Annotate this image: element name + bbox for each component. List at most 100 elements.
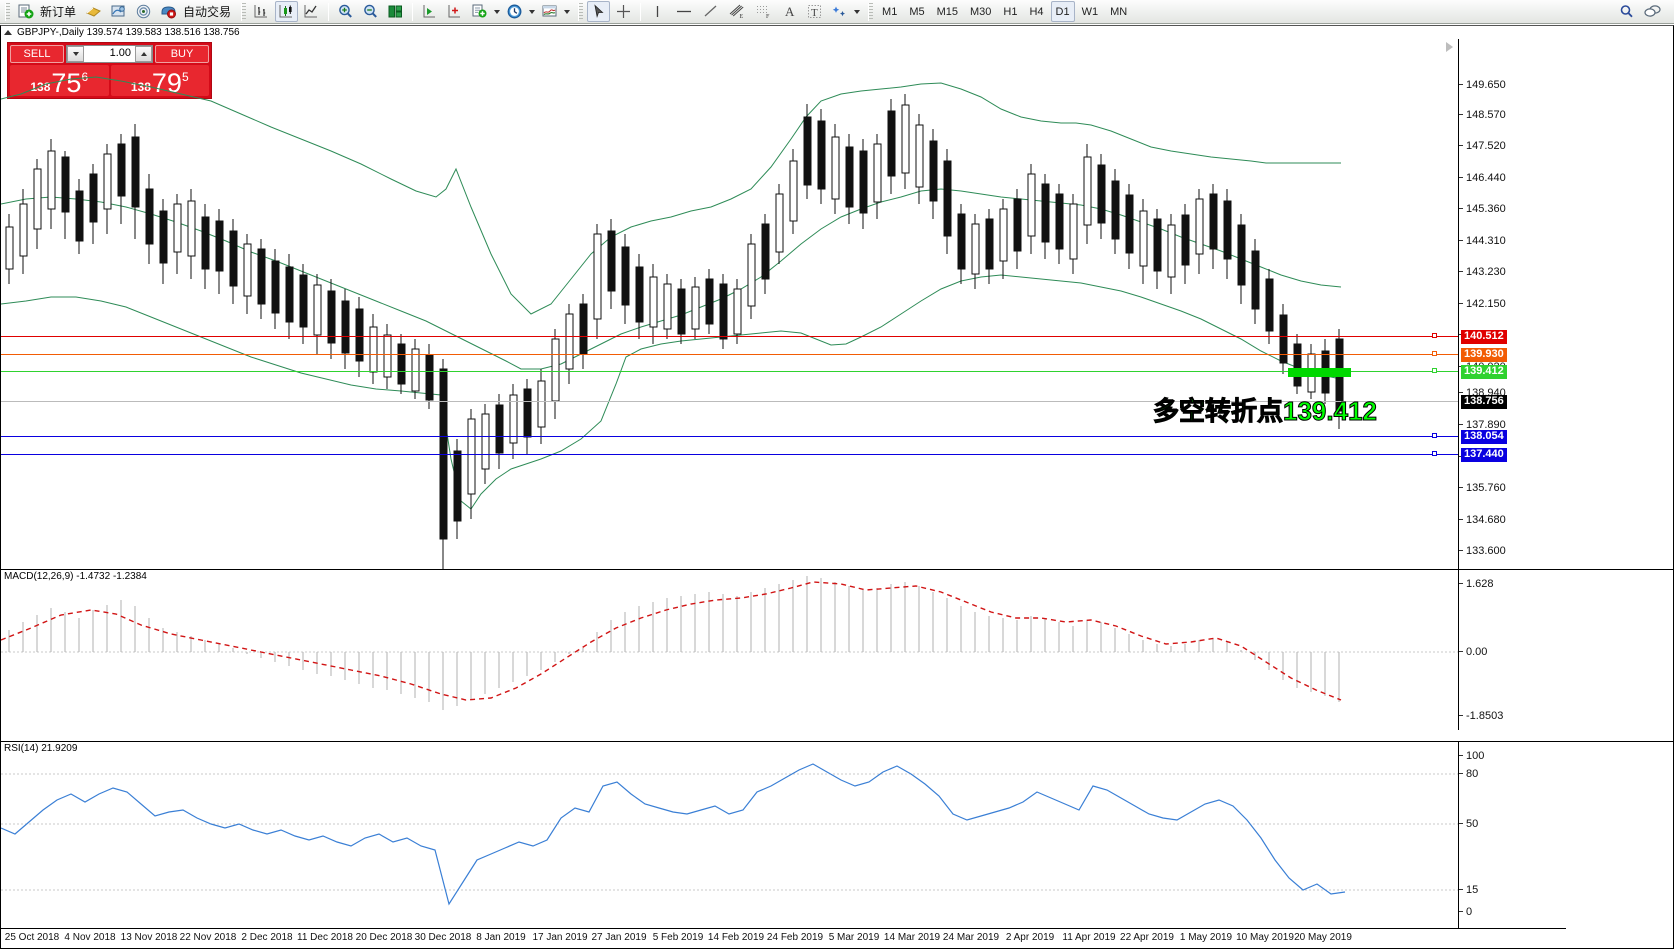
rsi-line xyxy=(1,763,1346,906)
upper-level-tag[interactable]: 139.930 xyxy=(1461,348,1507,362)
toolbar-grip-2[interactable] xyxy=(241,2,247,21)
pivot-level-tag[interactable]: 139.412 xyxy=(1461,365,1507,379)
text-label-button[interactable]: A xyxy=(778,1,801,22)
price-tick: 135.760 xyxy=(1459,482,1506,494)
objects-icon xyxy=(832,6,846,17)
chart-window[interactable]: GBPJPY-,Daily 139.574 139.583 138.516 13… xyxy=(0,25,1674,949)
price-axis[interactable]: 149.650 148.570 147.520 146.440 145.360 … xyxy=(1458,39,1566,569)
support-level-handle[interactable] xyxy=(1432,433,1437,438)
svg-text:F: F xyxy=(766,14,770,20)
cursor-button[interactable] xyxy=(587,1,611,22)
timeframe-d1[interactable]: D1 xyxy=(1050,1,1075,22)
zoom-in-button[interactable] xyxy=(334,1,357,22)
volume-stepper[interactable]: 1.00 xyxy=(66,45,153,63)
volume-decrease-button[interactable] xyxy=(67,46,84,62)
shift-end-button[interactable] xyxy=(418,1,441,22)
horizontal-line-button[interactable] xyxy=(671,1,697,22)
time-axis[interactable]: 25 Oct 2018 4 Nov 2018 13 Nov 2018 22 No… xyxy=(1,928,1566,948)
buy-button[interactable]: BUY xyxy=(155,45,209,63)
search-button[interactable] xyxy=(1615,1,1638,22)
support-level-line[interactable] xyxy=(1,436,1566,437)
fibonacci-button[interactable]: E xyxy=(724,1,749,22)
rsi-pane[interactable]: RSI(14) 21.9209 100 80 50 15 0 xyxy=(1,742,1566,930)
macd-pane[interactable]: MACD(12,26,9) -1.4732 -1.2384 1.628 0.00… xyxy=(1,570,1566,730)
timeframe-m1[interactable]: M1 xyxy=(882,5,898,18)
zoom-out-button[interactable] xyxy=(359,1,382,22)
resistance-level-tag[interactable]: 140.512 xyxy=(1461,330,1507,344)
vertical-line-icon xyxy=(656,6,659,17)
indicators-dropdown-caret-icon[interactable] xyxy=(494,9,501,14)
auto-scroll-button[interactable] xyxy=(443,1,466,22)
timeframe-h4[interactable]: H4 xyxy=(1029,5,1044,18)
toolbar-grip[interactable] xyxy=(5,2,10,21)
zoom-out-icon xyxy=(364,4,377,18)
objects-button[interactable] xyxy=(828,1,851,22)
signals-button[interactable] xyxy=(132,1,155,22)
current-price-line xyxy=(1,401,1566,402)
templates-dropdown-caret-icon[interactable] xyxy=(564,9,571,14)
bar-chart-button[interactable] xyxy=(250,1,273,22)
timeframe-mn[interactable]: MN xyxy=(1110,5,1128,18)
time-tick: 2 Dec 2018 xyxy=(241,932,293,943)
one-click-trading-top-row: SELL 1.00 BUY xyxy=(8,43,211,65)
objects-dropdown-caret-icon[interactable] xyxy=(854,9,861,14)
trendline-button[interactable] xyxy=(699,1,722,22)
tile-windows-button[interactable] xyxy=(384,1,407,22)
price-pane[interactable]: 多空转折点139.412 149.650 148.570 147.520 146… xyxy=(1,39,1566,569)
terminal-button[interactable] xyxy=(107,1,130,22)
periods-dropdown-caret-icon[interactable] xyxy=(529,9,536,14)
lower-support-level-line[interactable] xyxy=(1,454,1566,455)
timeframe-m15[interactable]: M15 xyxy=(936,5,958,18)
lower-support-level-handle[interactable] xyxy=(1432,451,1437,456)
data-window-icon xyxy=(86,7,101,17)
toolbar-grip-4[interactable] xyxy=(868,2,874,21)
chat-button[interactable] xyxy=(1640,1,1666,22)
periods-button[interactable] xyxy=(503,1,526,22)
timeframe-m5[interactable]: M5 xyxy=(909,5,925,18)
current-price-tag: 138.756 xyxy=(1461,395,1507,409)
line-chart-button[interactable] xyxy=(300,1,323,22)
search-icon xyxy=(1620,5,1633,18)
price-tick: 134.680 xyxy=(1459,514,1506,526)
crosshair-button[interactable] xyxy=(612,1,635,22)
pivot-level-line[interactable] xyxy=(1,371,1566,372)
one-click-trading-panel[interactable]: SELL 1.00 BUY 138 75 6 138 79 5 xyxy=(7,42,212,99)
vertical-line-button[interactable] xyxy=(646,1,669,22)
data-window-button[interactable] xyxy=(82,1,105,22)
indicators-button[interactable] xyxy=(468,1,491,22)
timeframe-w1[interactable]: W1 xyxy=(1081,5,1099,18)
resistance-level-line[interactable] xyxy=(1,336,1566,337)
volume-increase-button[interactable] xyxy=(135,46,152,62)
templates-button[interactable] xyxy=(538,1,561,22)
time-tick: 24 Feb 2019 xyxy=(766,932,824,943)
price-tick: 149.650 xyxy=(1459,79,1506,91)
toolbar-separator-1 xyxy=(328,2,330,21)
support-level-tag[interactable]: 138.054 xyxy=(1461,430,1507,444)
upper-level-handle[interactable] xyxy=(1432,351,1437,356)
text-object-button[interactable]: T xyxy=(803,1,826,22)
new-order-button[interactable] xyxy=(14,1,37,22)
volume-input[interactable]: 1.00 xyxy=(84,46,135,62)
candlestick-chart-button[interactable] xyxy=(275,1,299,22)
time-tick: 13 Nov 2018 xyxy=(120,932,178,943)
pivot-level-handle[interactable] xyxy=(1432,368,1437,373)
lower-support-level-tag[interactable]: 137.440 xyxy=(1461,448,1507,462)
timeframe-m30[interactable]: M30 xyxy=(970,5,992,18)
periods-icon xyxy=(507,4,522,19)
buy-price-display[interactable]: 138 79 5 xyxy=(110,65,209,97)
chart-symbol-ohlc: GBPJPY-,Daily 139.574 139.583 138.516 13… xyxy=(17,27,240,38)
macd-tick: -1.8503 xyxy=(1459,710,1503,722)
autotrading-button[interactable] xyxy=(157,1,180,22)
resistance-level-handle[interactable] xyxy=(1432,333,1437,338)
macd-pane-separator xyxy=(1,569,1673,570)
sell-button[interactable]: SELL xyxy=(10,45,64,63)
cursor-icon xyxy=(594,4,604,19)
price-chart-canvas[interactable] xyxy=(1,39,1566,569)
fibonacci-fan-button[interactable]: F xyxy=(751,1,776,22)
sell-price-display[interactable]: 138 75 6 xyxy=(10,65,109,97)
upper-level-line[interactable] xyxy=(1,354,1566,355)
toolbar-grip-3[interactable] xyxy=(578,2,584,21)
autotrading-label: 自动交易 xyxy=(183,5,232,19)
timeframe-h1[interactable]: H1 xyxy=(1003,5,1018,18)
time-tick: 10 May 2019 xyxy=(1236,932,1294,943)
